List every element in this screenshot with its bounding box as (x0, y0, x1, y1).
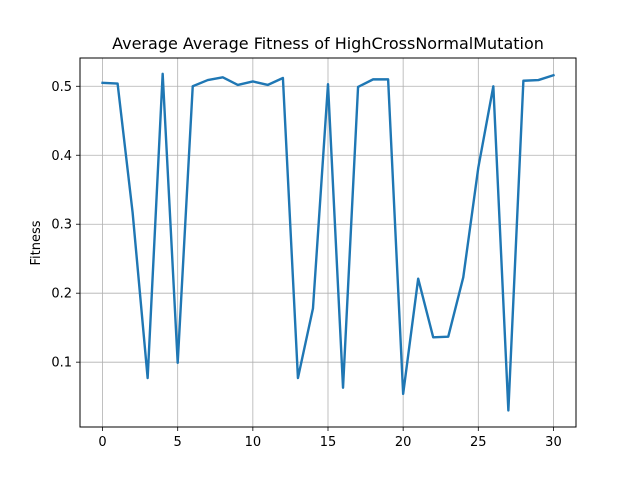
chart-title: Average Average Fitness of HighCrossNorm… (112, 34, 544, 53)
ticks: 0 5 10 15 20 25 30 0.1 0.2 0.3 0.4 0.5 (51, 80, 561, 450)
x-tick-label: 30 (545, 435, 562, 450)
x-tick-label: 5 (174, 435, 182, 450)
series-line (101, 72, 555, 412)
x-tick-label: 0 (98, 435, 106, 450)
y-tick-label: 0.2 (51, 287, 72, 302)
x-tick-label: 10 (245, 435, 262, 450)
x-tick-label: 20 (395, 435, 412, 450)
y-tick-label: 0.3 (51, 218, 72, 233)
y-tick-label: 0.5 (51, 80, 72, 95)
y-tick-label: 0.4 (51, 149, 72, 164)
y-tick-label: 0.1 (51, 356, 72, 371)
x-tick-label: 15 (320, 435, 337, 450)
x-tick-label: 25 (470, 435, 487, 450)
y-axis-label: Fitness (29, 220, 44, 265)
plot-area (101, 72, 555, 412)
